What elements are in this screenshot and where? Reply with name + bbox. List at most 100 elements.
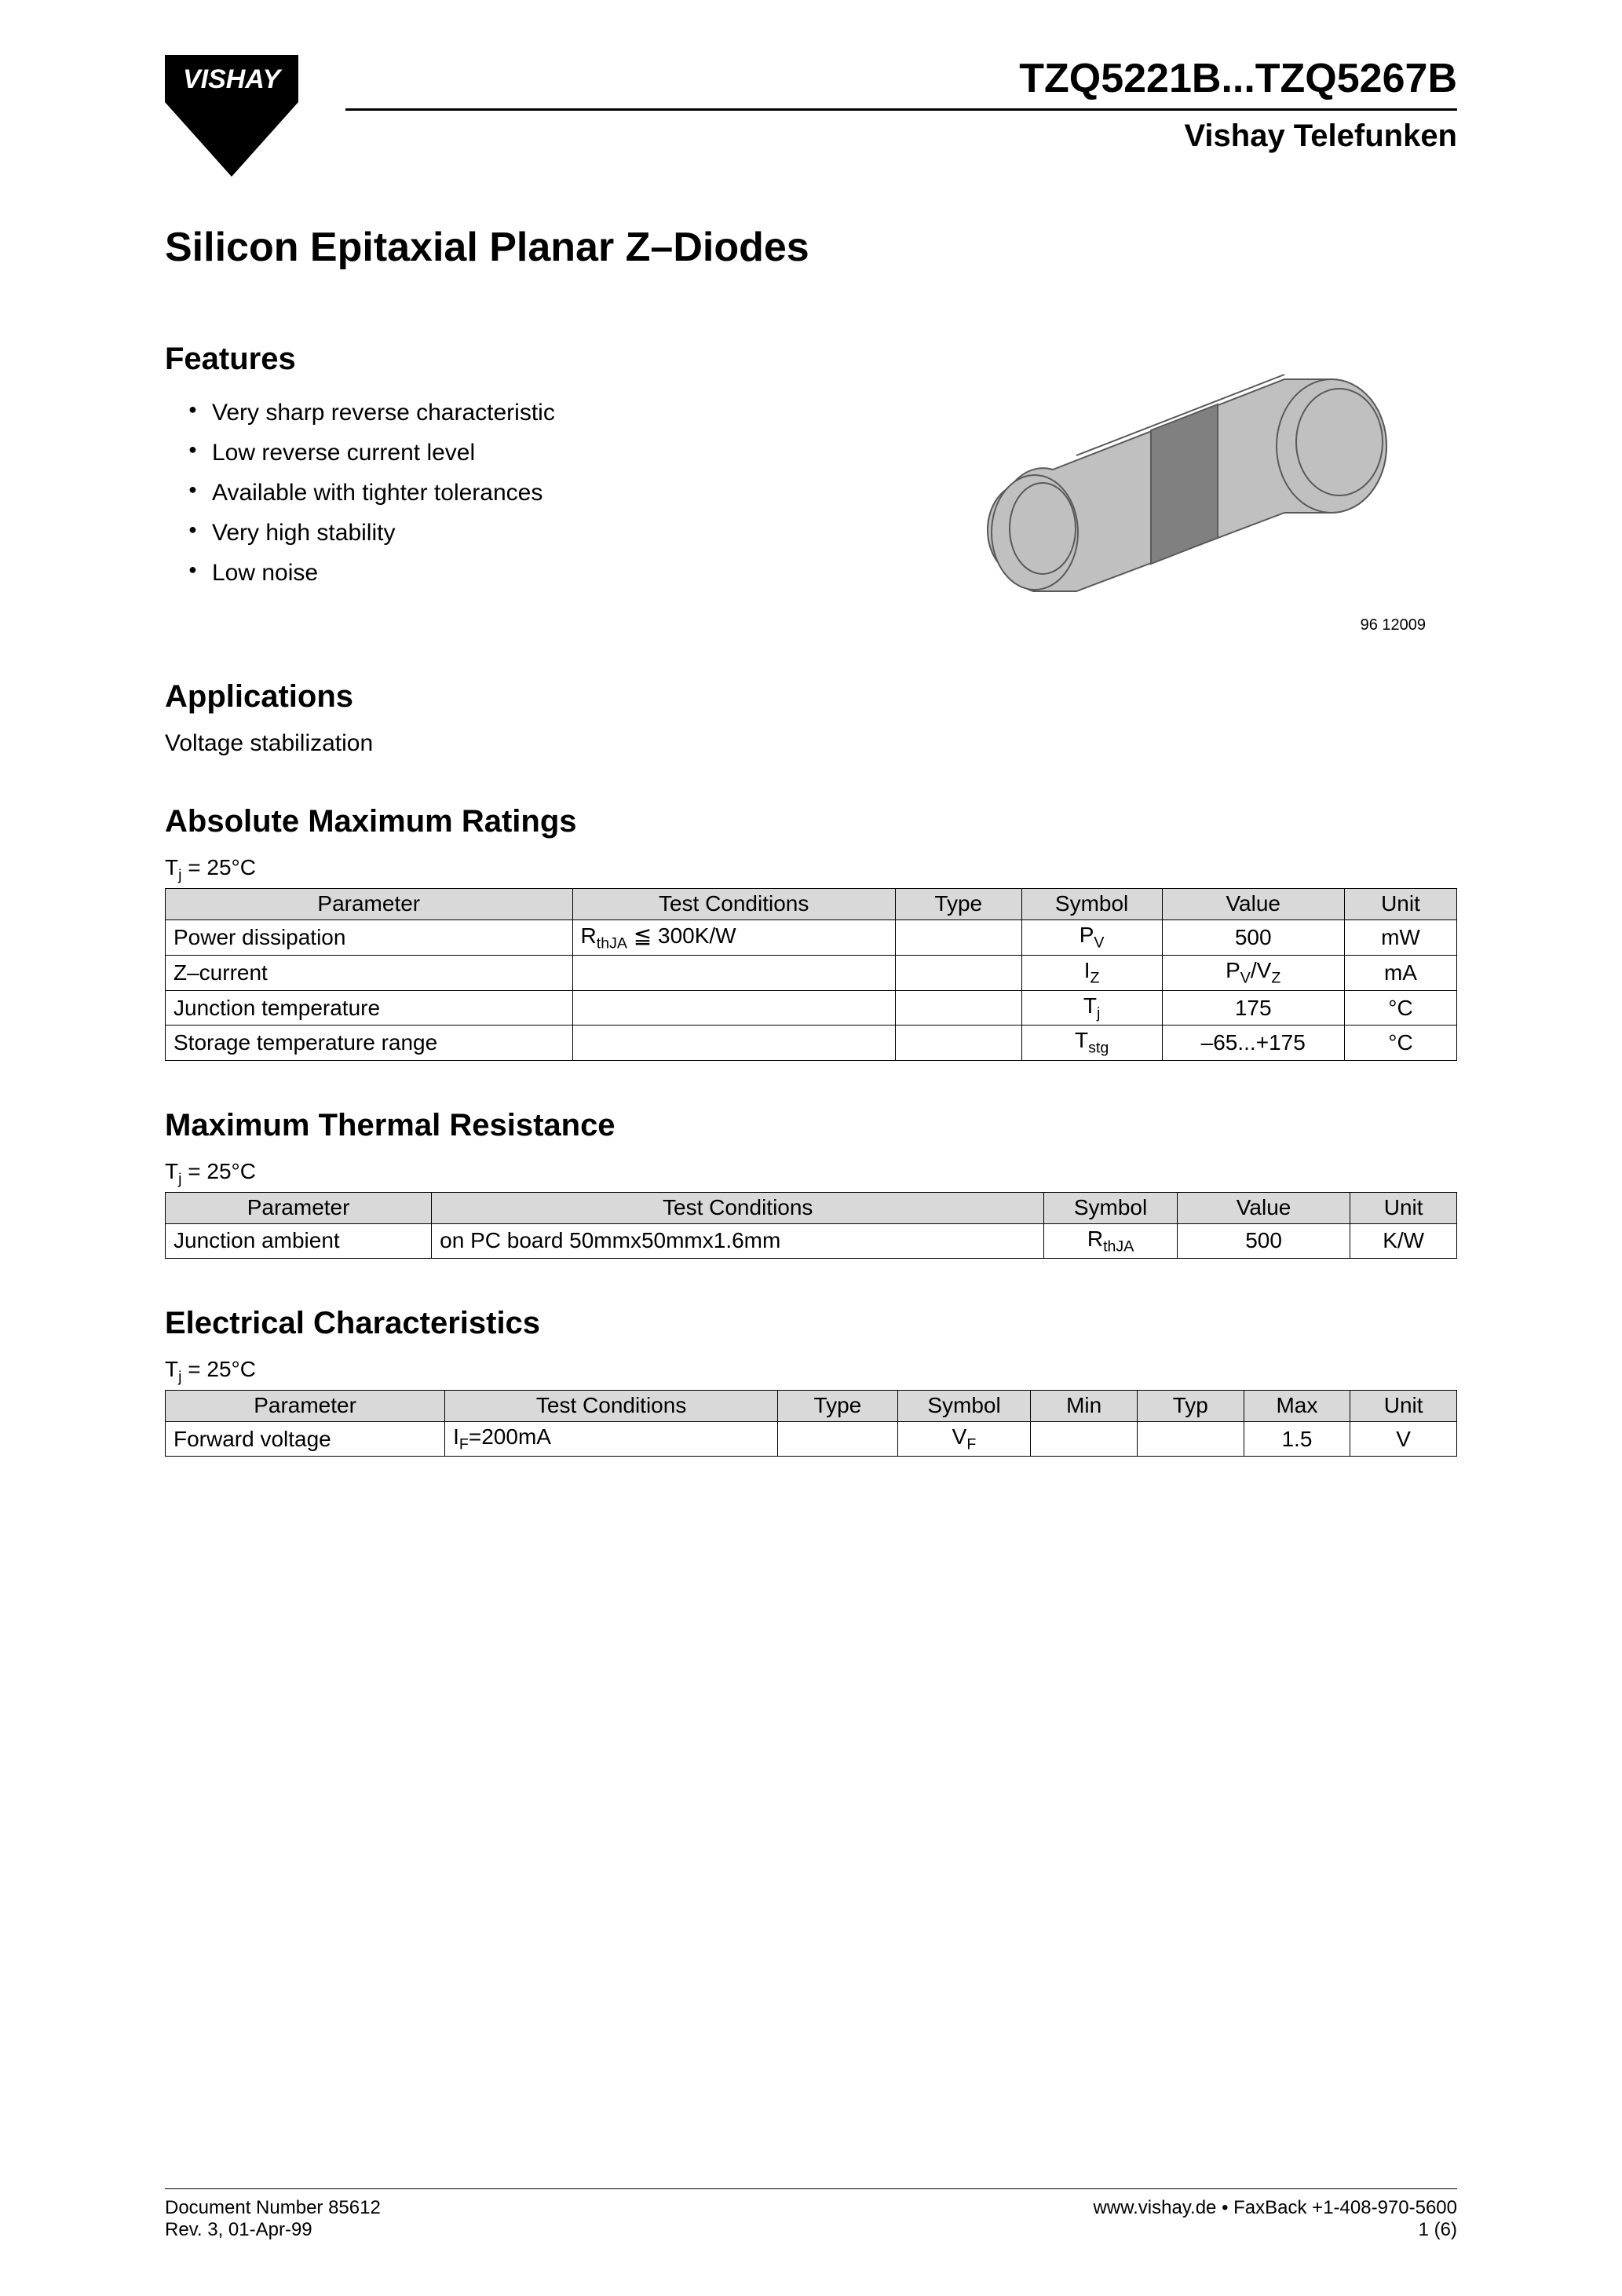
footer-url: www.vishay.de • FaxBack +1-408-970-5600 bbox=[1093, 2197, 1457, 2219]
logo-icon: VISHAY bbox=[165, 55, 298, 181]
col-header: Unit bbox=[1350, 1192, 1457, 1223]
symbol-cell: Tstg bbox=[1021, 1026, 1162, 1061]
col-header: Value bbox=[1177, 1192, 1350, 1223]
main-title: Silicon Epitaxial Planar Z–Diodes bbox=[165, 224, 1457, 271]
table-row: Junction ambienton PC board 50mmx50mmx1.… bbox=[166, 1223, 1457, 1259]
symbol-cell: VF bbox=[897, 1421, 1031, 1457]
col-header: Symbol bbox=[1044, 1192, 1178, 1223]
electrical-table: Parameter Test Conditions Type Symbol Mi… bbox=[165, 1390, 1457, 1457]
image-code: 96 12009 bbox=[1361, 616, 1426, 634]
col-header: Test Conditions bbox=[445, 1390, 778, 1421]
col-header: Test Conditions bbox=[432, 1192, 1044, 1223]
param-cell: Power dissipation bbox=[166, 919, 573, 956]
col-header: Parameter bbox=[166, 1390, 445, 1421]
type-cell bbox=[895, 919, 1021, 956]
thermal-table: Parameter Test Conditions Symbol Value U… bbox=[165, 1192, 1457, 1260]
features-list: Very sharp reverse characteristic Low re… bbox=[165, 393, 892, 593]
param-cell: Z–current bbox=[166, 956, 573, 991]
col-header: Symbol bbox=[897, 1390, 1031, 1421]
feature-item: Available with tighter tolerances bbox=[188, 473, 892, 513]
abs-max-temp-note: Tj = 25°C bbox=[165, 855, 1457, 885]
type-cell bbox=[895, 956, 1021, 991]
param-cell: Junction temperature bbox=[166, 990, 573, 1026]
table-row: Forward voltageIF=200mA VF 1.5V bbox=[166, 1421, 1457, 1457]
type-cell bbox=[778, 1421, 898, 1457]
table-header-row: Parameter Test Conditions Type Symbol Mi… bbox=[166, 1390, 1457, 1421]
value-cell: 500 bbox=[1162, 919, 1344, 956]
type-cell bbox=[895, 1026, 1021, 1061]
param-cell: Junction ambient bbox=[166, 1223, 432, 1259]
value-cell: –65...+175 bbox=[1162, 1026, 1344, 1061]
component-image: 96 12009 bbox=[892, 342, 1457, 757]
page-footer: Document Number 85612 Rev. 3, 01-Apr-99 … bbox=[165, 2188, 1457, 2241]
table-header-row: Parameter Test Conditions Symbol Value U… bbox=[166, 1192, 1457, 1223]
symbol-cell: IZ bbox=[1021, 956, 1162, 991]
unit-cell: °C bbox=[1344, 990, 1456, 1026]
applications-text: Voltage stabilization bbox=[165, 730, 892, 757]
revision: Rev. 3, 01-Apr-99 bbox=[165, 2219, 381, 2241]
col-header: Min bbox=[1031, 1390, 1138, 1421]
table-row: Storage temperature rangeTstg–65...+175°… bbox=[166, 1026, 1457, 1061]
min-cell bbox=[1031, 1421, 1138, 1457]
cond-cell bbox=[572, 1026, 895, 1061]
unit-cell: K/W bbox=[1350, 1223, 1457, 1259]
left-column: Features Very sharp reverse characterist… bbox=[165, 342, 892, 757]
typ-cell bbox=[1137, 1421, 1244, 1457]
col-header: Symbol bbox=[1021, 888, 1162, 919]
table-row: Z–current IZPV/VZmA bbox=[166, 956, 1457, 991]
cond-cell: RthJA ≦ 300K/W bbox=[572, 919, 895, 956]
unit-cell: °C bbox=[1344, 1026, 1456, 1061]
table-header-row: Parameter Test Conditions Type Symbol Va… bbox=[166, 888, 1457, 919]
table-row: Junction temperature Tj175°C bbox=[166, 990, 1457, 1026]
vishay-logo: VISHAY bbox=[165, 55, 298, 185]
feature-item: Low noise bbox=[188, 553, 892, 593]
page-header: VISHAY TZQ5221B...TZQ5267B Vishay Telefu… bbox=[165, 55, 1457, 185]
abs-max-heading: Absolute Maximum Ratings bbox=[165, 804, 1457, 839]
electrical-temp-note: Tj = 25°C bbox=[165, 1357, 1457, 1387]
col-header: Test Conditions bbox=[572, 888, 895, 919]
cond-cell bbox=[572, 990, 895, 1026]
symbol-cell: RthJA bbox=[1044, 1223, 1178, 1259]
cond-cell: IF=200mA bbox=[445, 1421, 778, 1457]
features-heading: Features bbox=[165, 342, 892, 377]
thermal-heading: Maximum Thermal Resistance bbox=[165, 1108, 1457, 1143]
col-header: Parameter bbox=[166, 1192, 432, 1223]
top-content: Features Very sharp reverse characterist… bbox=[165, 342, 1457, 757]
param-cell: Forward voltage bbox=[166, 1421, 445, 1457]
col-header: Type bbox=[778, 1390, 898, 1421]
footer-left: Document Number 85612 Rev. 3, 01-Apr-99 bbox=[165, 2197, 381, 2241]
symbol-cell: Tj bbox=[1021, 990, 1162, 1026]
unit-cell: mW bbox=[1344, 919, 1456, 956]
logo-text: VISHAY bbox=[183, 64, 283, 94]
unit-cell: mA bbox=[1344, 956, 1456, 991]
value-cell: PV/VZ bbox=[1162, 956, 1344, 991]
col-header: Max bbox=[1244, 1390, 1350, 1421]
type-cell bbox=[895, 990, 1021, 1026]
footer-right: www.vishay.de • FaxBack +1-408-970-5600 … bbox=[1093, 2197, 1457, 2241]
col-header: Parameter bbox=[166, 888, 573, 919]
col-header: Unit bbox=[1344, 888, 1456, 919]
max-cell: 1.5 bbox=[1244, 1421, 1350, 1457]
doc-number: Document Number 85612 bbox=[165, 2197, 381, 2219]
brand-subtitle: Vishay Telefunken bbox=[345, 119, 1457, 154]
unit-cell: V bbox=[1350, 1421, 1457, 1457]
thermal-temp-note: Tj = 25°C bbox=[165, 1159, 1457, 1189]
value-cell: 500 bbox=[1177, 1223, 1350, 1259]
symbol-cell: PV bbox=[1021, 919, 1162, 956]
cond-cell bbox=[572, 956, 895, 991]
electrical-heading: Electrical Characteristics bbox=[165, 1306, 1457, 1341]
col-header: Value bbox=[1162, 888, 1344, 919]
diode-icon bbox=[947, 342, 1402, 609]
feature-item: Low reverse current level bbox=[188, 433, 892, 473]
col-header: Typ bbox=[1137, 1390, 1244, 1421]
abs-max-table: Parameter Test Conditions Type Symbol Va… bbox=[165, 888, 1457, 1061]
header-right: TZQ5221B...TZQ5267B Vishay Telefunken bbox=[345, 55, 1457, 154]
col-header: Type bbox=[895, 888, 1021, 919]
value-cell: 175 bbox=[1162, 990, 1344, 1026]
table-row: Power dissipationRthJA ≦ 300K/W PV500mW bbox=[166, 919, 1457, 956]
page-number: 1 (6) bbox=[1093, 2219, 1457, 2241]
feature-item: Very sharp reverse characteristic bbox=[188, 393, 892, 433]
col-header: Unit bbox=[1350, 1390, 1457, 1421]
feature-item: Very high stability bbox=[188, 513, 892, 553]
part-number: TZQ5221B...TZQ5267B bbox=[345, 55, 1457, 111]
